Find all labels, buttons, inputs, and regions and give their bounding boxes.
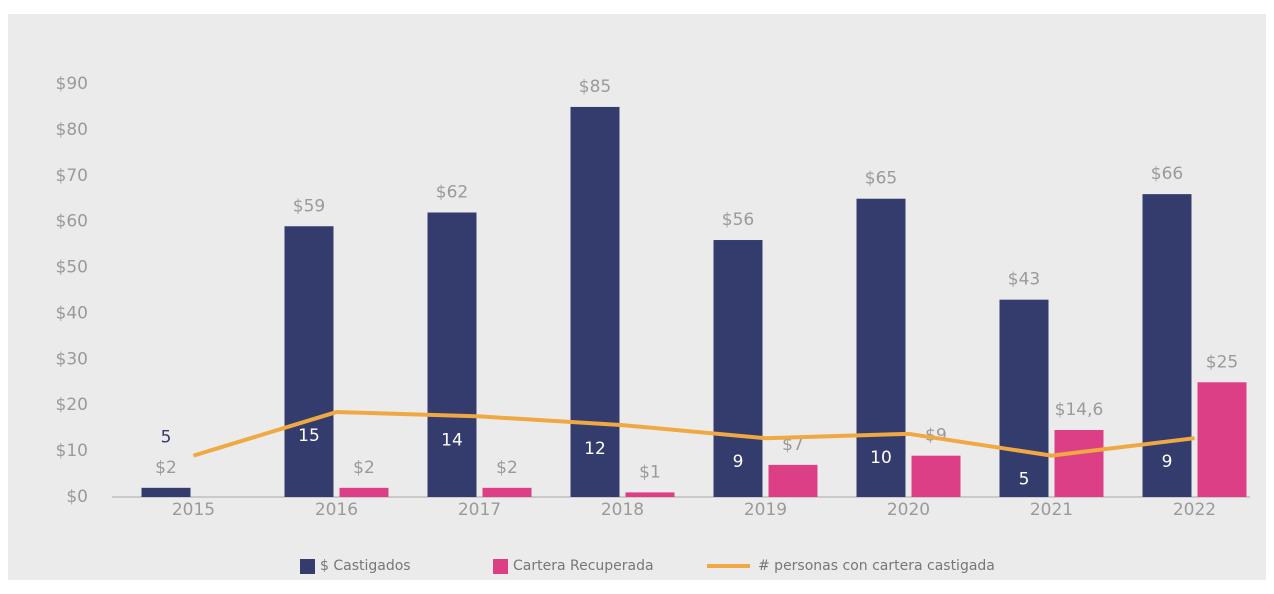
y-tick-label: $80 (56, 120, 88, 140)
data-label: $2 (353, 458, 375, 478)
data-label: $43 (1008, 270, 1040, 290)
line-label: 12 (584, 439, 606, 459)
y-tick-label: $70 (56, 166, 88, 186)
legend-swatch (300, 559, 315, 574)
line-label: 14 (441, 430, 463, 450)
bar (1197, 382, 1247, 497)
y-tick-label: $40 (56, 303, 88, 323)
data-label: $1 (639, 462, 661, 482)
bar (713, 240, 763, 497)
x-tick-label: 2015 (172, 500, 215, 520)
data-label: $62 (436, 182, 468, 202)
bar (427, 212, 477, 497)
x-tick-label: 2020 (887, 500, 930, 520)
bar (768, 464, 818, 497)
line-label: 15 (298, 426, 320, 446)
data-label: $65 (865, 169, 897, 189)
line-label: 5 (161, 428, 172, 448)
legend-label: # personas con cartera castigada (758, 558, 995, 574)
bar (1054, 430, 1104, 497)
data-label: $85 (579, 77, 611, 97)
line-label: 10 (870, 448, 892, 468)
data-label: $7 (782, 435, 804, 455)
data-label: $66 (1151, 164, 1183, 184)
bar (1142, 194, 1192, 497)
data-label: $56 (722, 210, 754, 230)
x-tick-label: 2019 (744, 500, 787, 520)
data-label: $14,6 (1055, 400, 1104, 420)
x-tick-label: 2021 (1030, 500, 1073, 520)
bar (911, 455, 961, 497)
x-tick-label: 2017 (458, 500, 501, 520)
data-label: $2 (496, 458, 518, 478)
data-label: $25 (1206, 352, 1238, 372)
y-tick-label: $50 (56, 258, 88, 278)
line-label: 9 (1162, 452, 1173, 472)
line-label: 5 (1019, 470, 1030, 490)
legend-swatch (493, 559, 508, 574)
legend-label: $ Castigados (320, 558, 411, 574)
y-tick-label: $0 (66, 487, 88, 507)
x-tick-label: 2022 (1173, 500, 1216, 520)
y-tick-label: $20 (56, 395, 88, 415)
bar (999, 299, 1049, 497)
bar (141, 487, 191, 497)
y-tick-label: $30 (56, 349, 88, 369)
data-label: $2 (155, 458, 177, 478)
bar (625, 492, 675, 497)
bar (284, 226, 334, 497)
x-tick-label: 2016 (315, 500, 358, 520)
line (192, 410, 1195, 458)
bar (856, 198, 906, 497)
data-label: $59 (293, 196, 325, 216)
y-tick-label: $60 (56, 212, 88, 232)
bar (482, 487, 532, 497)
bar (339, 487, 389, 497)
legend-label: Cartera Recuperada (513, 558, 654, 574)
x-tick-label: 2018 (601, 500, 644, 520)
line-label: 9 (733, 452, 744, 472)
bar (570, 106, 620, 497)
y-tick-label: $10 (56, 441, 88, 461)
y-tick-label: $90 (56, 74, 88, 94)
